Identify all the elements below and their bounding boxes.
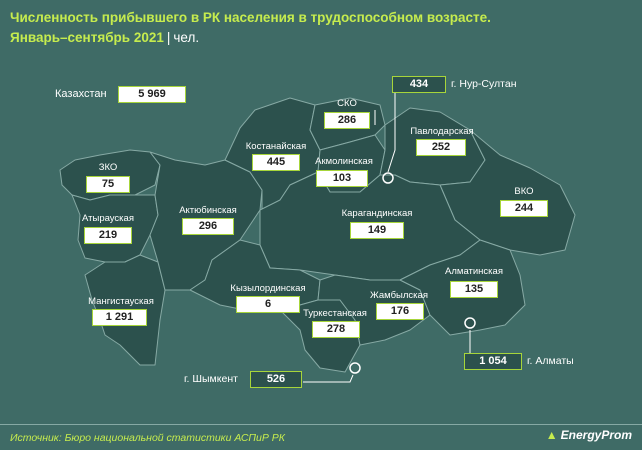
region-label-sko: СКО (337, 98, 357, 109)
region-value-aktobe: 296 (182, 218, 234, 235)
city-marker-almaty (464, 317, 476, 329)
city-label-shymkent: г. Шымкент (184, 373, 238, 385)
region-label-vko: ВКО (514, 186, 534, 197)
region-value-pavlodar: 252 (416, 139, 466, 156)
region-label-mangistau: Мангистауская (88, 296, 154, 307)
region-label-karaganda: Карагандинская (341, 208, 413, 219)
region-value-turkestan: 278 (312, 321, 360, 338)
region-value-sko: 286 (324, 112, 370, 129)
city-label-almaty: г. Алматы (527, 355, 574, 367)
region-value-atyrau: 219 (84, 227, 132, 244)
title-line-1: Численность прибывшего в РК населения в … (10, 10, 491, 25)
region-value-karaganda: 149 (350, 222, 404, 239)
title-period: Январь–сентябрь 2021 (10, 30, 164, 45)
region-shape-vko (439, 129, 576, 256)
country-value: 5 969 (118, 86, 186, 103)
brand-logo: ▲ EnergyProm (546, 428, 632, 442)
city-marker-nur-sultan (382, 172, 394, 184)
country-label: Казахстан (55, 88, 107, 100)
city-value-almaty: 1 054 (464, 353, 522, 370)
city-marker-shymkent (349, 362, 361, 374)
chart-title: Численность прибывшего в РК населения в … (10, 8, 491, 48)
leader-nur-sultan (387, 92, 396, 173)
region-shape-zhambyl (317, 274, 431, 346)
city-value-shymkent: 526 (250, 371, 302, 388)
region-label-turkestan: Туркестанская (303, 308, 367, 319)
title-line-2: Январь–сентябрь 2021 | чел. (10, 28, 491, 48)
region-value-vko: 244 (500, 200, 548, 217)
city-label-nur-sultan: г. Нур-Султан (451, 78, 517, 90)
region-label-zko: ЗКО (98, 162, 118, 173)
region-label-almaty-region: Алматинская (445, 266, 503, 277)
region-label-aktobe: Актюбинская (179, 205, 237, 216)
footer-divider (0, 424, 642, 425)
region-value-zhambyl: 176 (376, 303, 424, 320)
region-label-zhambyl: Жамбылская (370, 290, 428, 301)
brand-logo-text: EnergyProm (560, 428, 632, 442)
region-value-kostanay: 445 (252, 154, 300, 171)
city-value-nur-sultan: 434 (392, 76, 446, 93)
region-value-kyzylorda: 6 (236, 296, 300, 313)
title-unit: чел. (173, 30, 200, 45)
region-label-atyrau: Атырауская (82, 213, 134, 224)
region-value-akmola: 103 (316, 170, 368, 187)
energyprom-logo-icon: ▲ (545, 428, 558, 442)
region-label-kyzylorda: Кызылординская (230, 283, 306, 294)
region-label-akmola: Акмолинская (315, 156, 373, 167)
title-separator: | (166, 30, 171, 45)
region-value-almaty-region: 135 (450, 281, 498, 298)
region-value-mangistau: 1 291 (92, 309, 147, 326)
leader-shymkent (303, 374, 354, 383)
region-label-pavlodar: Павлодарская (410, 126, 474, 137)
source-note: Источник: Бюро национальной статистики А… (10, 432, 285, 444)
region-value-zko: 75 (86, 176, 130, 193)
region-label-kostanay: Костанайская (245, 141, 307, 152)
